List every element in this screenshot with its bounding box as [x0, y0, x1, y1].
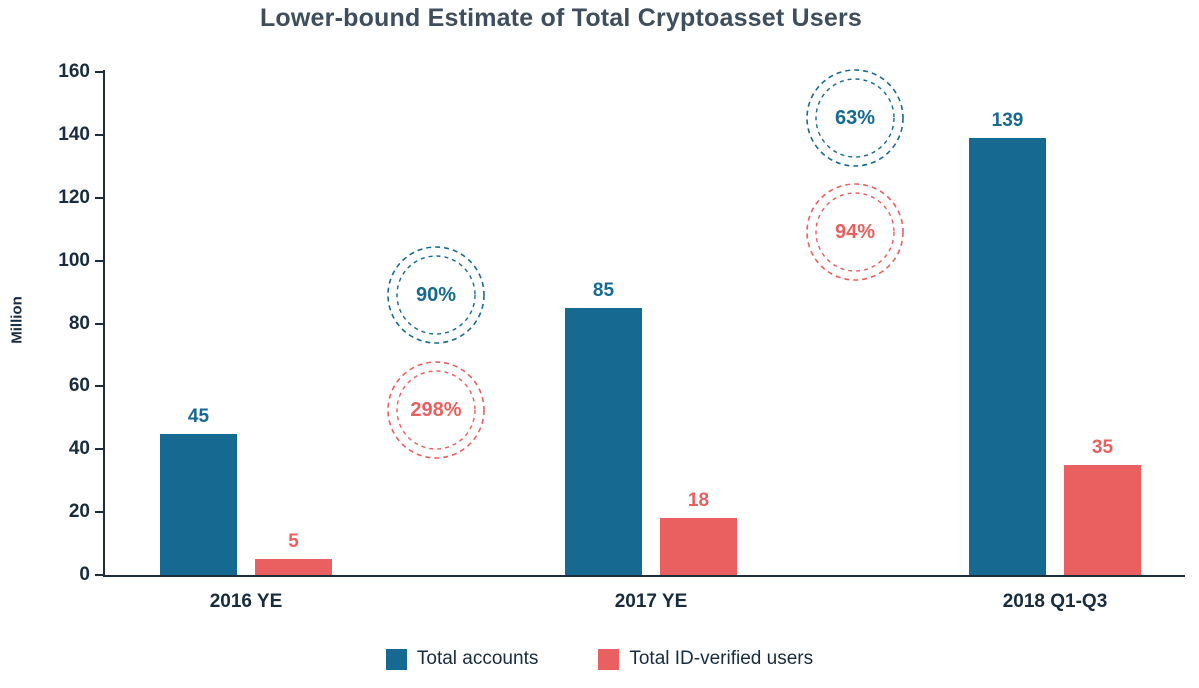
y-tick-mark: [95, 259, 103, 262]
dashed-circle-icon: [387, 246, 485, 344]
bar-value-label: 35: [1091, 436, 1114, 458]
x-axis-line: [103, 575, 1185, 577]
legend-swatch-icon: [598, 648, 620, 670]
y-tick-label: 60: [68, 375, 90, 397]
dashed-circle-icon: [806, 183, 904, 281]
x-category-label: 2018 Q1-Q3: [1002, 591, 1108, 612]
bar-value-label: 5: [288, 531, 299, 553]
bar-value-label: 139: [991, 110, 1024, 132]
dashed-circle-icon: [806, 69, 904, 167]
y-tick-mark: [95, 322, 103, 325]
y-axis-title: Million: [8, 296, 26, 344]
y-tick-label: 160: [58, 61, 90, 82]
plot-area: 0 20 40 60 80 100 120 140 160 45 5 2016 YE 85 18 2017 …: [58, 61, 1185, 612]
growth-annotation-90: 90%: [381, 240, 491, 350]
growth-annotation-63: 63%: [800, 63, 910, 173]
bar-total-accounts: [160, 433, 237, 575]
bar-value-label: 45: [187, 405, 210, 427]
bar-total-accounts: [969, 138, 1046, 575]
y-tick-label: 40: [68, 438, 90, 460]
bar-total-id-verified-users: [255, 559, 332, 575]
legend-item-total-id-verified-users: Total ID-verified users: [598, 648, 813, 670]
y-tick-label: 0: [79, 564, 90, 585]
growth-percent-label: 90%: [415, 283, 457, 306]
chart-title: Lower-bound Estimate of Total Cryptoasse…: [259, 4, 863, 32]
dashed-circle-icon: [387, 361, 485, 459]
bar-total-id-verified-users: [1064, 464, 1141, 575]
growth-percent-label: 63%: [834, 106, 876, 129]
bar-total-accounts: [565, 307, 642, 575]
growth-annotation-94: 94%: [800, 177, 910, 287]
y-tick-label: 140: [58, 123, 90, 145]
bar-value-label: 85: [592, 279, 615, 301]
y-tick-mark: [95, 448, 103, 451]
x-category-label: 2016 YE: [209, 591, 283, 612]
y-tick-mark: [95, 71, 103, 73]
growth-annotation-298: 298%: [381, 355, 491, 465]
legend-label: Total ID-verified users: [629, 648, 814, 669]
bar-total-id-verified-users: [660, 518, 737, 575]
growth-percent-label: 298%: [410, 398, 462, 421]
growth-percent-label: 94%: [834, 220, 876, 243]
y-tick-label: 120: [58, 186, 90, 208]
y-tick-label: 80: [68, 312, 90, 334]
legend: Total accounts Total ID-verified users: [0, 648, 1199, 670]
legend-label: Total accounts: [416, 648, 539, 669]
y-tick-mark: [95, 385, 103, 388]
y-tick-mark: [95, 511, 103, 514]
bar-value-label: 18: [687, 490, 710, 512]
y-tick-mark: [95, 133, 103, 136]
y-axis-line: [103, 70, 105, 577]
legend-item-total-accounts: Total accounts: [385, 648, 539, 670]
legend-swatch-icon: [385, 648, 407, 670]
y-tick-mark: [95, 574, 103, 576]
y-tick-label: 100: [58, 249, 90, 271]
x-category-label: 2017 YE: [614, 591, 688, 612]
y-tick-label: 20: [68, 501, 90, 523]
y-tick-mark: [95, 196, 103, 199]
